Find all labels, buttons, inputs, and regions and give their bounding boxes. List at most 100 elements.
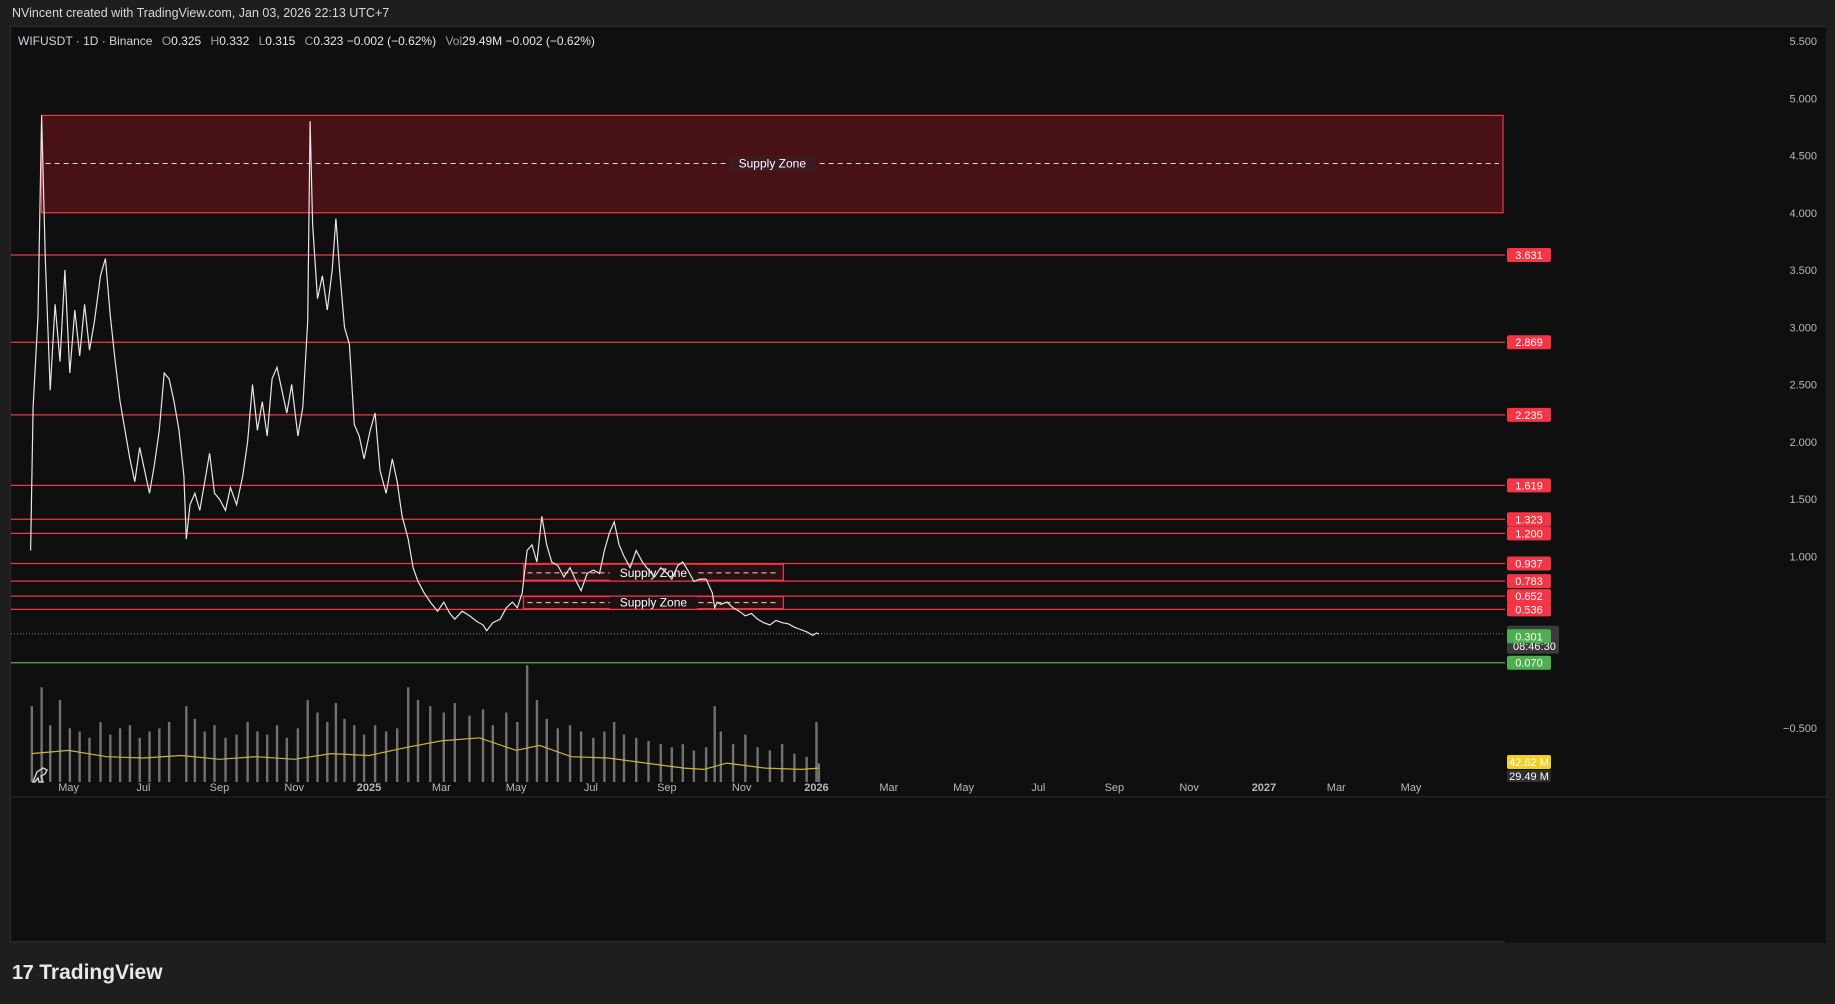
level-price-badge-bg <box>1507 512 1551 527</box>
volume-bar <box>768 750 772 782</box>
symbol-name[interactable]: WIFUSDT · 1D · Binance <box>18 34 153 48</box>
volume-bar <box>731 744 735 782</box>
volume-bar <box>58 699 62 782</box>
level-price-badge: 1.323 <box>1515 514 1543 526</box>
volume-bar <box>224 737 227 782</box>
volume-bar <box>780 744 784 782</box>
volume-bar <box>635 737 638 782</box>
volume-bar <box>704 747 708 782</box>
volume-bar <box>78 731 81 782</box>
supply-zone-label: Supply Zone <box>739 157 807 171</box>
volume-bar <box>343 718 346 782</box>
volume-bar <box>481 709 485 782</box>
close-label: C <box>304 34 314 48</box>
y-axis-tick-label: 1.000 <box>1789 551 1817 563</box>
volume-bar <box>719 731 723 782</box>
volume-bar <box>296 728 300 782</box>
volume-bar <box>193 718 197 782</box>
volume-bar <box>525 665 529 782</box>
level-price-badge-bg <box>1507 574 1551 589</box>
chart-panel[interactable]: Supply Zone Supply Zone Supply Zone 5.500 5.… <box>10 26 1826 943</box>
volume-bar <box>118 728 122 782</box>
level-price-badge: 2.869 <box>1515 337 1543 349</box>
price-chart[interactable]: Supply Zone Supply Zone Supply Zone 5.500 5.… <box>11 27 1826 943</box>
volume-ma-badge-bg <box>1507 755 1551 769</box>
volume-bar <box>647 740 650 782</box>
volume-bar <box>30 706 34 782</box>
level-price-badge-bg <box>1507 248 1551 263</box>
x-axis-tick-label: May <box>1401 782 1422 794</box>
supply-zone-label-bg <box>728 155 816 172</box>
level-price-badge: 1.200 <box>1515 528 1543 540</box>
symbol-legend: WIFUSDT · 1D · Binance O0.325 H0.332 L0.… <box>18 34 595 48</box>
volume-bar <box>622 734 626 782</box>
y-axis-tick-label: 3.500 <box>1789 265 1817 277</box>
volume-bar <box>138 737 141 782</box>
supply-zone-label: Supply Zone <box>620 566 688 580</box>
chart-credit-bar: NVincent created with TradingView.com, J… <box>0 0 1835 26</box>
x-axis-tick-label: Jul <box>1031 782 1045 794</box>
volume-bar <box>384 731 388 782</box>
price-series-line[interactable] <box>30 115 820 636</box>
x-axis-tick-label: Mar <box>879 782 898 794</box>
level-price-badge-bg <box>1507 407 1551 422</box>
y-axis-tick-label: 1.500 <box>1789 494 1817 506</box>
volume-bar <box>334 703 338 782</box>
low-value: 0.315 <box>265 34 296 48</box>
volume-bar <box>306 699 309 782</box>
volume-bar <box>670 747 673 782</box>
volume-bar <box>353 725 356 782</box>
level-price-badge: 0.783 <box>1515 576 1543 588</box>
level-price-badge: 0.536 <box>1515 604 1543 616</box>
volume-bar <box>556 728 559 782</box>
volume-bar <box>275 725 279 782</box>
level-price-badge-bg <box>1507 655 1551 670</box>
volume-bar <box>407 687 410 782</box>
tradingview-logo-icon: 17 <box>12 961 34 984</box>
volume-bar <box>326 722 329 782</box>
level-price-badge: 0.937 <box>1515 558 1543 570</box>
dino-icon[interactable] <box>31 767 49 783</box>
volume-bar <box>468 715 471 782</box>
x-axis-tick-label: May <box>58 782 79 794</box>
x-axis-tick-label: 2026 <box>804 782 828 794</box>
volume-bar <box>148 731 151 782</box>
volume-bar <box>793 753 796 782</box>
x-axis-tick-label: 2025 <box>357 782 381 794</box>
tradingview-footer: 17 TradingView <box>12 958 163 988</box>
level-price-badge-bg <box>1507 478 1551 493</box>
level-price-badge-bg <box>1507 335 1551 350</box>
volume-bar <box>68 728 72 782</box>
y-axis-tick-label: 4.000 <box>1789 208 1817 220</box>
bar-countdown: 08:46:30 <box>1513 641 1556 653</box>
volume-ma-line <box>31 737 819 771</box>
volume-ma-badge: 42.62 M <box>1509 757 1549 769</box>
y-axis-tick-label: 5.000 <box>1789 93 1817 105</box>
volume-bar <box>659 744 662 782</box>
y-axis-tick-label: 2.000 <box>1789 437 1817 449</box>
volume-bar <box>568 725 572 782</box>
tradingview-brand: TradingView <box>39 961 163 984</box>
volume-bar <box>395 728 399 782</box>
volume-bar <box>246 722 249 782</box>
x-axis-tick-label: 2027 <box>1252 782 1276 794</box>
volume-bar <box>316 712 319 782</box>
x-axis-tick-label: Sep <box>657 782 677 794</box>
high-value: 0.332 <box>219 34 250 48</box>
support-price-badge-bg <box>1507 629 1551 644</box>
x-axis-tick-label: Sep <box>210 782 230 794</box>
level-price-badge-bg <box>1507 589 1551 604</box>
x-axis-tick-label: Mar <box>432 782 451 794</box>
open-value: 0.325 <box>171 34 202 48</box>
y-axis-tick-label: 3.000 <box>1789 322 1817 334</box>
price-axis-panel[interactable] <box>1505 27 1826 943</box>
volume-bar <box>453 703 456 782</box>
volume-bar <box>167 722 171 782</box>
volume-bar <box>744 734 747 782</box>
supply-zone-label-bg <box>609 564 698 581</box>
y-axis-tick-label: 2.500 <box>1789 380 1817 392</box>
x-axis-tick-label: May <box>953 782 974 794</box>
y-axis-tick-label: 5.500 <box>1789 36 1817 48</box>
volume-bar <box>40 687 43 782</box>
volume-bar <box>545 718 548 782</box>
